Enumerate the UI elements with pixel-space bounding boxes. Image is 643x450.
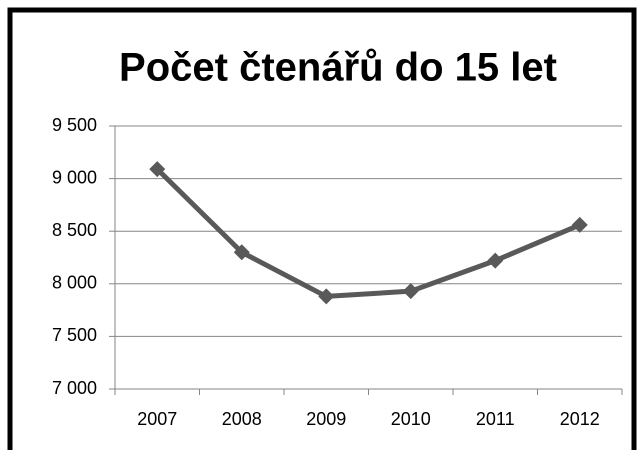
y-tick-label: 9 500 (52, 115, 97, 135)
x-tick-label: 2007 (137, 409, 177, 429)
data-point (318, 288, 335, 305)
x-tick-label: 2008 (222, 409, 262, 429)
data-point (233, 244, 250, 261)
x-tick-label: 2010 (391, 409, 431, 429)
x-tick-label: 2009 (306, 409, 346, 429)
data-point (402, 283, 419, 300)
x-tick-label: 2012 (560, 409, 600, 429)
data-point (149, 161, 166, 178)
data-point (487, 252, 504, 269)
x-tick-label: 2011 (476, 409, 515, 429)
y-tick-label: 7 500 (52, 325, 97, 345)
y-tick-label: 7 000 (52, 378, 97, 398)
y-tick-label: 8 000 (52, 273, 97, 293)
series-line (155, 167, 581, 299)
data-point (571, 216, 588, 233)
chart-title: Počet čtenářů do 15 let (119, 46, 557, 90)
y-tick-label: 8 500 (52, 220, 97, 240)
chart-border (7, 7, 637, 450)
y-tick-label: 9 000 (52, 167, 97, 187)
